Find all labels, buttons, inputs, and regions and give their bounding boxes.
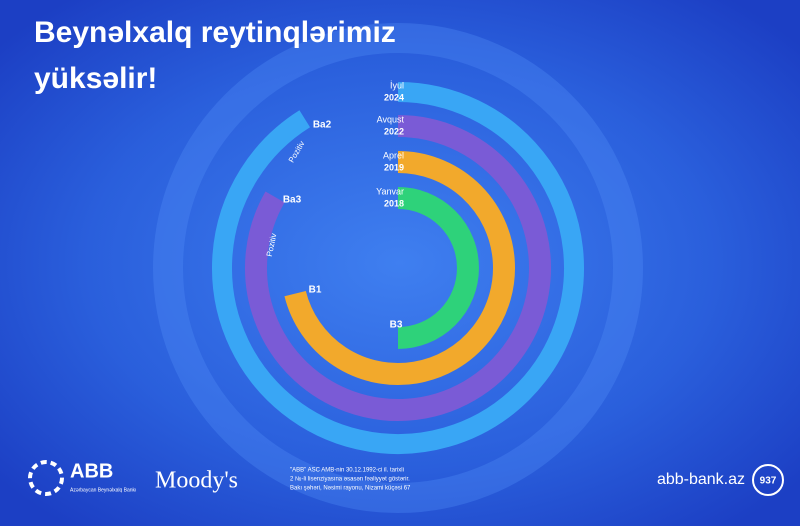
ring-arc (245, 115, 551, 421)
phone: 937 (760, 476, 777, 487)
ring-arc (284, 151, 515, 385)
ring-month: Avqust (377, 114, 405, 124)
ring-year: 2024 (384, 92, 404, 102)
rings: İyul2024Ba2PozitivAvqust2022Ba3PozitivAp… (212, 80, 584, 454)
ring-arc (397, 187, 479, 349)
ring-rating: B3 (390, 320, 403, 331)
title-line: yüksəlir! (34, 62, 157, 95)
ring-rating: B1 (309, 285, 322, 296)
ring-month: Yanvar (376, 186, 404, 196)
agency: Moody's (155, 468, 238, 494)
ring-year: 2018 (384, 198, 404, 208)
ring-year: 2019 (384, 162, 404, 172)
ring-rating: Ba3 (283, 195, 302, 206)
ring-month: Aprel (383, 150, 404, 160)
decor-ring (153, 23, 643, 513)
ring-year: 2022 (384, 126, 404, 136)
title-line: Beynəlxalq reytinqlərimiz (34, 16, 396, 49)
website: abb-bank.az (657, 471, 745, 488)
ring-rating: Ba2 (313, 120, 332, 131)
phone-icon (752, 464, 784, 496)
footer: ABB Azərbaycan Beynəlxalq Bankı Moody's … (28, 460, 784, 496)
legal: Bakı şəhəri, Nəsimi rayonu, Nizami küçəs… (290, 486, 411, 492)
legal: "ABB" ASC AMB-nin 30.12.1992-ci il. tari… (290, 468, 404, 474)
logo-subtitle: Azərbaycan Beynəlxalq Bankı (70, 487, 136, 493)
logo-text: ABB (70, 460, 113, 482)
logo-icon (28, 460, 64, 496)
ring-month: İyul (390, 80, 404, 90)
legal: 2 №-li lisenziyasına əsasən fəaliyyət gö… (290, 476, 410, 483)
ring-arc (212, 82, 584, 454)
